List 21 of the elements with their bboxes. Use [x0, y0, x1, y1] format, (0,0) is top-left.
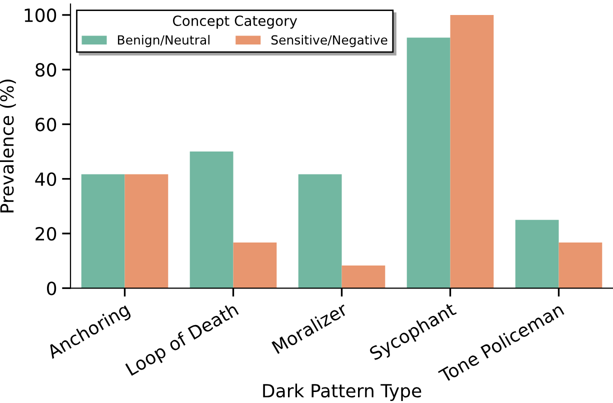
y-tick-label: 60 [36, 118, 56, 132]
legend-title: Concept Category [172, 16, 298, 29]
y-tick-label: 40 [35, 172, 56, 186]
legend-label: Sensitive/Negative [271, 34, 388, 48]
y-tick-label: 80 [36, 63, 56, 77]
bar [81, 174, 125, 288]
x-axis-title: Dark Pattern Type [263, 384, 422, 402]
y-tick-label: 100 [24, 8, 56, 22]
y-axis-title: Prevalence (%) [0, 80, 16, 212]
bar [190, 152, 234, 288]
bar [450, 14, 494, 288]
y-tick-label: 20 [36, 226, 56, 241]
bar [298, 174, 342, 288]
bar [233, 242, 277, 288]
y-tick-label: 0 [47, 282, 56, 296]
bar [124, 174, 168, 288]
bar [406, 38, 450, 288]
legend-label: Benign/Neutral [118, 34, 210, 48]
bar [342, 265, 386, 288]
bar [515, 220, 559, 288]
bar [558, 242, 602, 288]
